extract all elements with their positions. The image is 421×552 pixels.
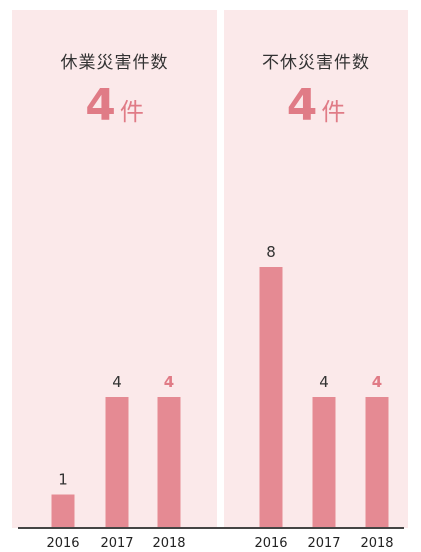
bar-value-label: 4 (319, 373, 329, 391)
kpi-unit: 件 (321, 98, 346, 126)
x-tick-label: 2016 (46, 536, 80, 551)
bar-value-label: 1 (58, 471, 68, 489)
x-tick-label: 2016 (254, 536, 288, 551)
bar-2018 (365, 397, 389, 527)
x-axis-line (18, 527, 404, 529)
kpi-number: 4 (85, 80, 116, 131)
bar-2017 (312, 397, 336, 527)
chart-title: 休業災害件数 (60, 53, 169, 73)
x-tick-label: 2017 (100, 536, 134, 551)
chart-title: 不休災害件数 (262, 53, 370, 73)
x-tick-label: 2018 (360, 536, 394, 551)
bar-value-label: 4 (112, 373, 122, 391)
kpi-unit: 件 (119, 98, 144, 126)
bar-2018 (157, 397, 181, 527)
x-tick-label: 2017 (307, 536, 341, 551)
bar-value-label: 8 (266, 243, 276, 261)
bar-value-label: 4 (372, 373, 382, 391)
kpi-number: 4 (286, 80, 318, 131)
bar-2016 (51, 494, 75, 527)
bar-value-label: 4 (164, 373, 174, 391)
x-tick-label: 2018 (152, 536, 186, 551)
bar-2016 (259, 267, 283, 527)
bar-2017 (105, 397, 129, 527)
